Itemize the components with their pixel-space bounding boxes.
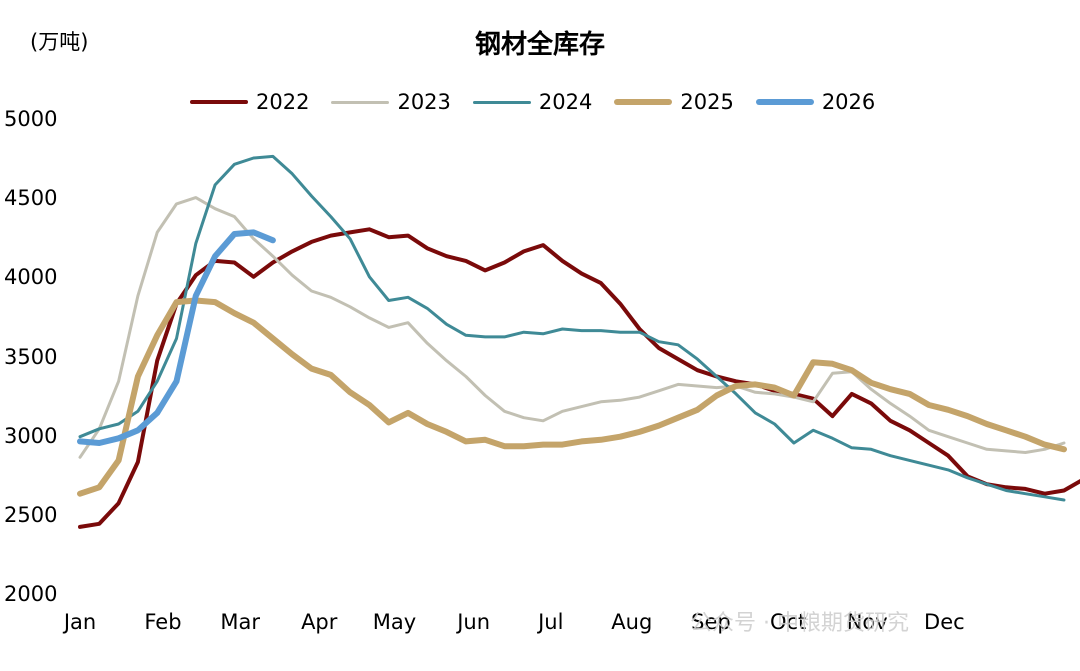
series-line-2023 <box>78 196 1066 459</box>
x-tick-label: Jun <box>457 610 490 634</box>
x-tick-label: May <box>372 610 417 634</box>
legend-item-2025: 2025 <box>614 90 734 114</box>
legend-swatch-2023 <box>331 100 390 104</box>
legend-label-2023: 2023 <box>397 90 451 114</box>
series-line-2025 <box>77 297 1067 497</box>
legend-item-2023: 2023 <box>331 90 451 114</box>
y-tick-label: 3500 <box>4 344 58 369</box>
x-tick-label: Mar <box>220 610 260 634</box>
series-line-2026 <box>77 229 276 446</box>
legend-swatch-2022 <box>190 100 248 104</box>
legend-swatch-2026 <box>755 99 814 105</box>
y-tick-label: 4500 <box>4 186 58 211</box>
legend: 2022 2023 2024 2025 2026 <box>190 90 897 114</box>
x-tick-label: Oct <box>769 610 807 634</box>
legend-swatch-2025 <box>614 99 673 105</box>
chart-title: 钢材全库存 <box>474 30 605 60</box>
legend-item-2024: 2024 <box>472 90 593 114</box>
legend-label-2024: 2024 <box>538 90 593 114</box>
x-tick-label: Aug <box>611 610 653 634</box>
series-layer <box>77 154 1080 529</box>
x-tick-label: Nov <box>846 610 888 634</box>
series-line-2024 <box>78 154 1066 502</box>
legend-item-2022: 2022 <box>190 90 309 114</box>
x-tick-label: Jan <box>63 610 97 634</box>
legend-swatch-2024 <box>472 100 531 104</box>
x-tick-label: Feb <box>144 610 182 634</box>
y-tick-label: 5000 <box>4 107 58 131</box>
legend-label-2022: 2022 <box>256 90 310 114</box>
series-line-2022 <box>78 227 1080 529</box>
x-tick-label: Apr <box>301 610 338 634</box>
y-axis-unit-label: (万吨) <box>30 30 89 54</box>
y-tick-label: 2500 <box>4 502 58 527</box>
x-tick-label: Dec <box>924 610 965 634</box>
y-tick-label: 3000 <box>4 423 58 448</box>
watermark: 公众号 · 中粮期货研究 <box>690 611 909 636</box>
x-tick-label: Jul <box>538 610 564 634</box>
y-tick-label: 2000 <box>4 582 58 606</box>
x-tick-label: Sep <box>691 610 731 634</box>
legend-label-2025: 2025 <box>680 90 734 114</box>
y-tick-label: 4000 <box>4 265 58 290</box>
legend-label-2026: 2026 <box>821 90 876 114</box>
legend-item-2026: 2026 <box>755 90 876 114</box>
